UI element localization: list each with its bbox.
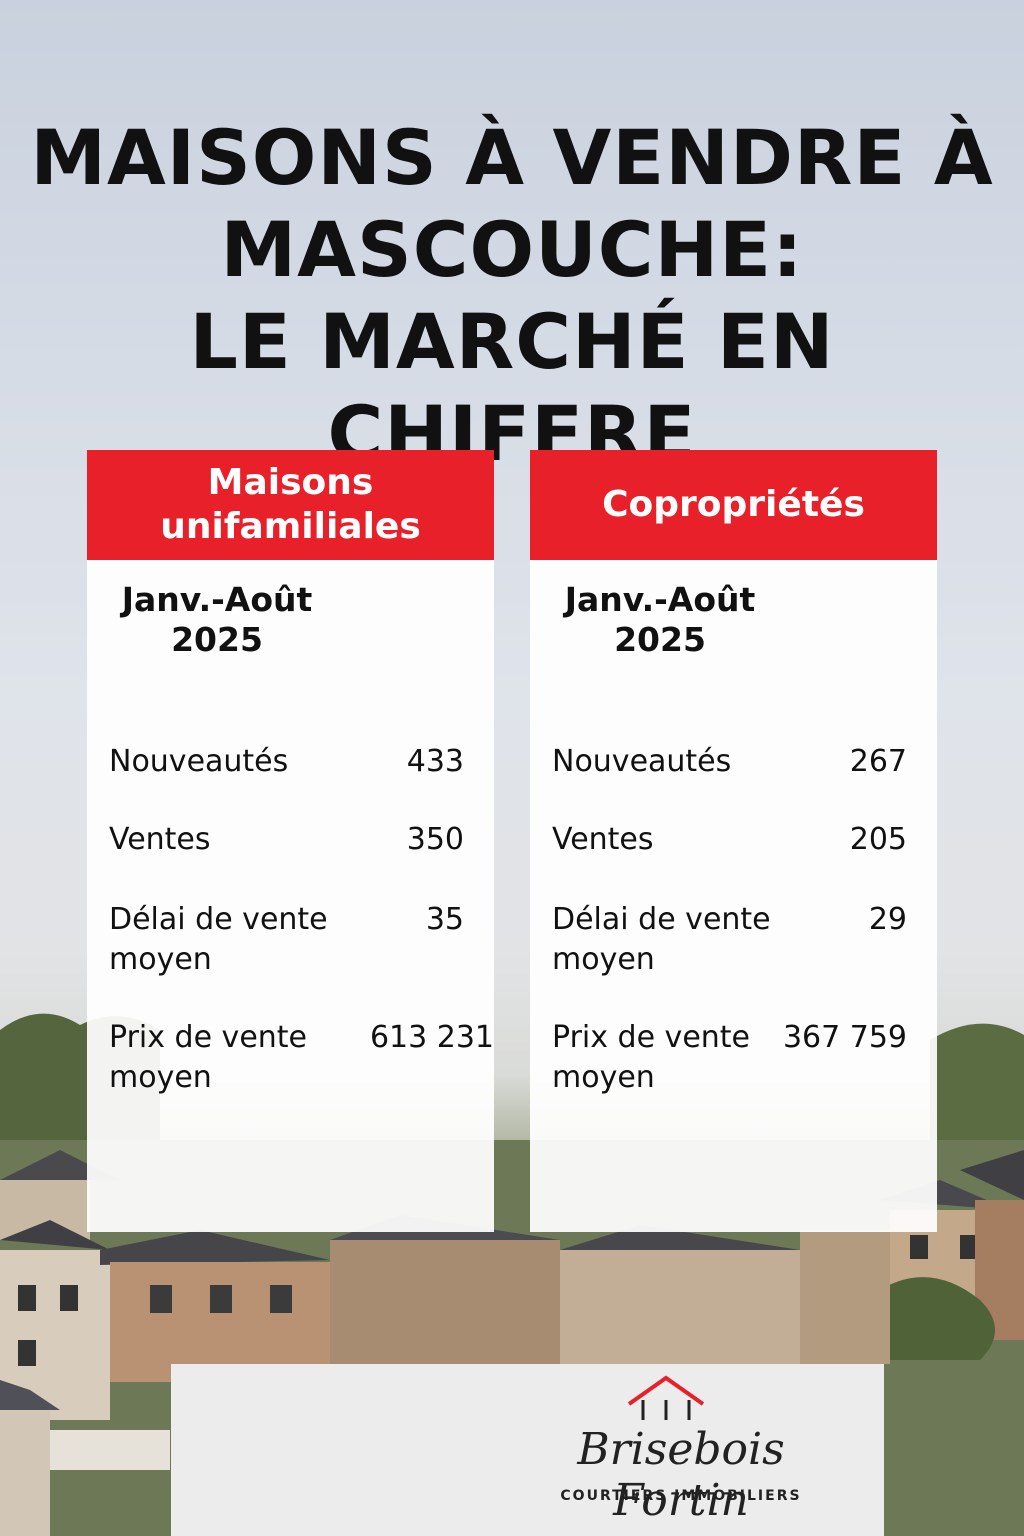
- stat-label: Nouveautés: [109, 744, 289, 779]
- title-line-3: LE MARCHÉ EN CHIFFRE: [189, 297, 835, 478]
- stat-value: 433: [406, 744, 464, 779]
- title-line-2: MASCOUCHE:: [220, 205, 804, 294]
- card-heading: Copropriétés: [530, 450, 937, 560]
- brand-tagline: COURTIERS IMMOBILIERS: [560, 1488, 802, 1504]
- card-maisons-unifamiliales: Maisons unifamiliales Janv.-Août 2025 No…: [87, 450, 494, 1232]
- stat-label: Délai de vente moyen: [109, 902, 328, 977]
- stat-label: Prix de vente moyen: [552, 1020, 751, 1095]
- stat-label: Délai de vente moyen: [552, 902, 771, 977]
- stat-label: Ventes: [109, 822, 211, 857]
- stat-value: 35: [425, 902, 464, 937]
- stat-label: Nouveautés: [552, 744, 732, 779]
- card-coproprietes: Copropriétés Janv.-Août 2025 Nouveautés …: [530, 450, 937, 1232]
- stat-label: Ventes: [552, 822, 654, 857]
- title-line-1: MAISONS À VENDRE À: [30, 113, 994, 202]
- house-roof-icon: [627, 1375, 705, 1420]
- stat-value: 267: [849, 744, 907, 779]
- card-period: Janv.-Août 2025: [121, 580, 313, 659]
- stat-value: 367 759: [782, 1020, 907, 1055]
- logo-panel: Brisebois Fortin COURTIERS IMMOBILIERS: [171, 1364, 884, 1536]
- brand-logo-text: Brisebois Fortin: [577, 1424, 785, 1526]
- stat-value: 350: [406, 822, 464, 857]
- stat-value: 205: [849, 822, 907, 857]
- card-heading: Maisons unifamiliales: [87, 450, 494, 560]
- card-period: Janv.-Août 2025: [564, 580, 756, 659]
- stat-label: Prix de vente moyen: [109, 1020, 308, 1095]
- page-title: MAISONS À VENDRE À MASCOUCHE: LE MARCHÉ …: [0, 112, 1024, 480]
- stat-value: 29: [868, 902, 907, 937]
- stat-value: 613 231: [369, 1020, 494, 1055]
